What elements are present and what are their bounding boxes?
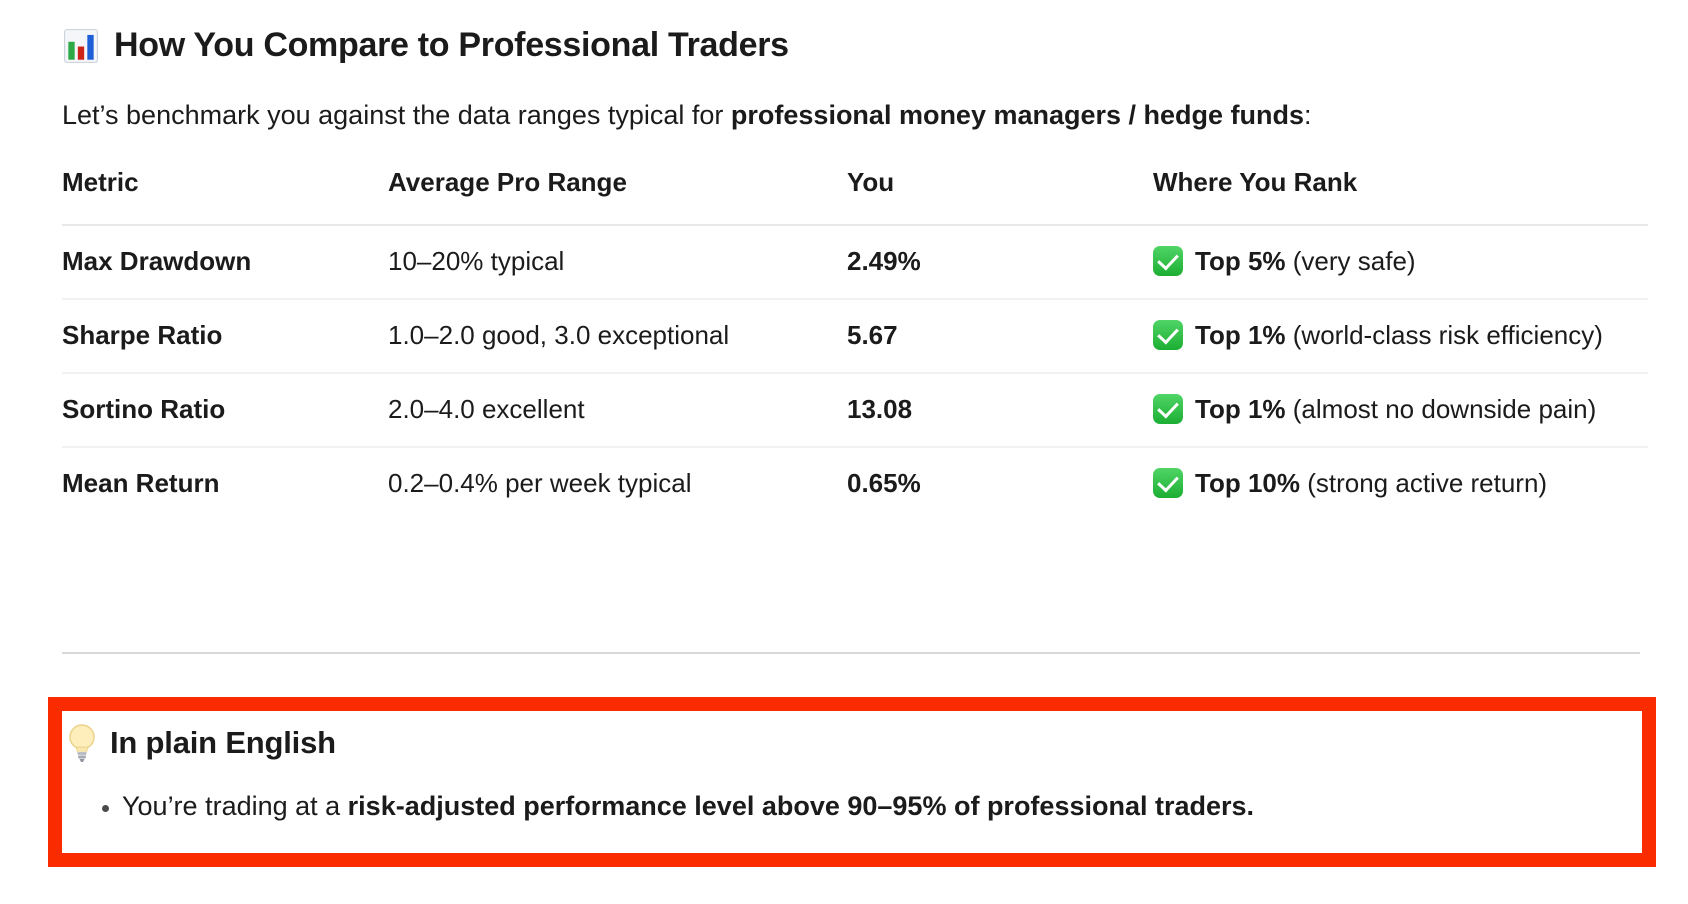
cell-pro-range: 10–20% typical — [388, 225, 847, 300]
bullet-bold: risk-adjusted performance level above 90… — [347, 791, 1255, 821]
table-row: Sharpe Ratio 1.0–2.0 good, 3.0 exception… — [62, 299, 1648, 374]
rank-note: (world-class risk efficiency) — [1292, 320, 1603, 350]
callout-heading: In plain English — [110, 725, 336, 760]
cell-pro-range: 1.0–2.0 good, 3.0 exceptional — [388, 299, 847, 374]
table-row: Max Drawdown 10–20% typical 2.49% Top 5%… — [62, 225, 1648, 300]
callout-bullet: You’re trading at a risk-adjusted perfor… — [122, 789, 1622, 823]
cell-metric: Sharpe Ratio — [62, 299, 388, 374]
bar-chart-icon — [64, 28, 98, 63]
cell-rank: Top 1% (world-class risk efficiency) — [1153, 299, 1648, 374]
rank-percentile: Top 1% — [1195, 320, 1286, 350]
light-bulb-icon — [69, 724, 95, 762]
cell-rank: Top 5% (very safe) — [1153, 225, 1648, 300]
check-mark-icon — [1153, 468, 1183, 498]
header-metric: Metric — [62, 157, 388, 226]
intro-bold: professional money managers / hedge fund… — [730, 100, 1305, 130]
cell-pro-range: 0.2–0.4% per week typical — [388, 468, 692, 498]
cell-metric: Max Drawdown — [62, 225, 388, 300]
rank-note: (almost no downside pain) — [1292, 394, 1597, 424]
cell-you: 5.67 — [847, 299, 1153, 374]
cell-pro-range: 2.0–4.0 excellent — [388, 373, 847, 448]
cell-you: 13.08 — [847, 373, 1153, 448]
page-title: How You Compare to Professional Traders — [114, 26, 789, 64]
rank-percentile: Top 1% — [1195, 394, 1286, 424]
page-title-row: How You Compare to Professional Traders — [62, 26, 1648, 65]
cell-you: 2.49% — [847, 225, 1153, 300]
cell-rank: Top 10% (strong active return) — [1153, 447, 1648, 520]
header-pro-range: Average Pro Range — [388, 157, 847, 226]
cell-metric: Sortino Ratio — [62, 373, 388, 448]
rank-percentile: Top 5% — [1195, 246, 1286, 276]
cell-you: 0.65% — [847, 468, 921, 498]
bullet-prefix: You’re trading at a — [122, 791, 348, 821]
intro-paragraph: Let’s benchmark you against the data ran… — [62, 99, 1648, 131]
highlighted-callout-box: In plain English You’re trading at a ris… — [48, 697, 1656, 867]
callout-heading-row: In plain English — [66, 723, 1622, 763]
check-mark-icon — [1153, 246, 1183, 276]
intro-prefix: Let’s benchmark you against the data ran… — [62, 100, 731, 130]
table-row: Sortino Ratio 2.0–4.0 excellent 13.08 To… — [62, 373, 1648, 448]
comparison-table: Metric Average Pro Range You Where You R… — [62, 157, 1648, 520]
header-you: You — [847, 157, 1153, 226]
cell-metric: Mean Return — [62, 468, 220, 498]
rank-percentile: Top 10% — [1195, 468, 1300, 498]
check-mark-icon — [1153, 394, 1183, 424]
rank-note: (strong active return) — [1307, 468, 1548, 498]
callout-bullet-list: You’re trading at a risk-adjusted perfor… — [66, 789, 1622, 823]
table-header-row: Metric Average Pro Range You Where You R… — [62, 157, 1648, 226]
intro-suffix: : — [1304, 100, 1312, 130]
section-divider — [62, 652, 1640, 654]
table-row: Mean Return 0.2–0.4% per week typical 0.… — [62, 447, 1648, 520]
cell-rank: Top 1% (almost no downside pain) — [1153, 373, 1648, 448]
check-mark-icon — [1153, 320, 1183, 350]
document-body: How You Compare to Professional Traders … — [0, 0, 1688, 867]
header-rank: Where You Rank — [1153, 157, 1648, 226]
rank-note: (very safe) — [1292, 246, 1416, 276]
